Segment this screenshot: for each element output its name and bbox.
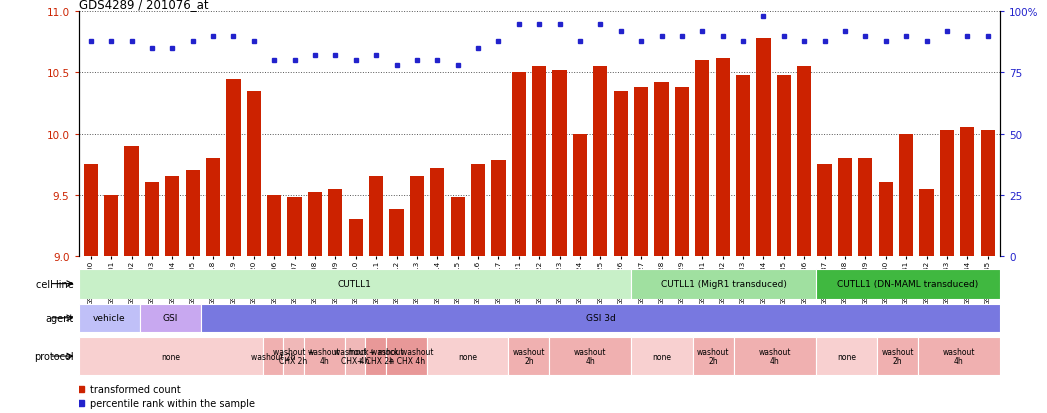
Bar [369, 177, 383, 256]
Bar [816, 337, 877, 375]
Text: washout +
CHX 2h: washout + CHX 2h [273, 347, 314, 366]
Bar [263, 337, 284, 375]
Bar [140, 304, 201, 332]
Text: cell line: cell line [36, 279, 73, 289]
Bar [509, 337, 550, 375]
Bar [491, 161, 506, 256]
Bar [84, 165, 97, 256]
Bar [201, 304, 1000, 332]
Bar [385, 337, 426, 375]
Text: GSI 3d: GSI 3d [585, 313, 616, 323]
Bar [426, 337, 509, 375]
Bar [532, 67, 547, 256]
Bar [267, 195, 282, 256]
Text: mock washout
+ CHX 2h: mock washout + CHX 2h [348, 347, 403, 366]
Bar [389, 210, 404, 256]
Bar [818, 165, 831, 256]
Bar [715, 59, 730, 256]
Bar [450, 197, 465, 256]
Bar [349, 219, 363, 256]
Bar [919, 189, 934, 256]
Text: washout
2h: washout 2h [882, 347, 914, 366]
Text: washout
2h: washout 2h [697, 347, 730, 366]
Text: mock washout
+ CHX 4h: mock washout + CHX 4h [378, 347, 433, 366]
Text: percentile rank within the sample: percentile rank within the sample [90, 398, 255, 408]
Bar [877, 337, 918, 375]
Bar [206, 159, 220, 256]
Bar [960, 128, 975, 256]
Bar [777, 76, 790, 256]
Text: washout
2h: washout 2h [513, 347, 545, 366]
Bar [614, 92, 628, 256]
Bar [344, 337, 365, 375]
Text: protocol: protocol [34, 351, 73, 361]
Text: washout
4h: washout 4h [308, 347, 340, 366]
Bar [940, 131, 954, 256]
Bar [736, 76, 751, 256]
Text: none: none [837, 352, 855, 361]
Bar [144, 183, 159, 256]
Text: CUTLL1 (DN-MAML transduced): CUTLL1 (DN-MAML transduced) [838, 280, 978, 288]
Bar [838, 159, 852, 256]
Bar [693, 337, 734, 375]
Text: CUTLL1 (MigR1 transduced): CUTLL1 (MigR1 transduced) [661, 280, 786, 288]
Text: washout
4h: washout 4h [758, 347, 790, 366]
Bar [125, 147, 138, 256]
Bar [553, 71, 566, 256]
Bar [550, 337, 631, 375]
Bar [365, 337, 385, 375]
Bar [695, 61, 710, 256]
Bar [185, 171, 200, 256]
Bar [79, 304, 140, 332]
Bar [471, 165, 485, 256]
Text: CUTLL1: CUTLL1 [338, 280, 372, 288]
Text: transformed count: transformed count [90, 384, 181, 394]
Text: GSI: GSI [163, 313, 178, 323]
Bar [328, 189, 342, 256]
Bar [79, 269, 631, 299]
Text: none: none [161, 352, 180, 361]
Bar [512, 74, 526, 256]
Text: vehicle: vehicle [93, 313, 126, 323]
Text: GDS4289 / 201076_at: GDS4289 / 201076_at [79, 0, 208, 11]
Bar [104, 195, 118, 256]
Bar [226, 79, 241, 256]
Bar [284, 337, 304, 375]
Bar [674, 88, 689, 256]
Text: washout
4h: washout 4h [574, 347, 606, 366]
Text: agent: agent [45, 313, 73, 323]
Bar [981, 131, 995, 256]
Bar [899, 134, 913, 256]
Text: washout +
CHX 4h: washout + CHX 4h [334, 347, 376, 366]
Text: washout 2h: washout 2h [251, 352, 295, 361]
Bar [654, 83, 669, 256]
Text: none: none [652, 352, 671, 361]
Bar [631, 269, 816, 299]
Bar [594, 67, 607, 256]
Bar [308, 193, 322, 256]
Bar [878, 183, 893, 256]
Bar [797, 67, 811, 256]
Text: none: none [458, 352, 477, 361]
Text: washout
4h: washout 4h [942, 347, 975, 366]
Bar [165, 177, 179, 256]
Bar [918, 337, 1000, 375]
Bar [816, 269, 1000, 299]
Bar [409, 177, 424, 256]
Bar [859, 159, 872, 256]
Bar [79, 337, 263, 375]
Bar [573, 134, 587, 256]
Bar [634, 88, 648, 256]
Bar [247, 92, 261, 256]
Bar [304, 337, 344, 375]
Bar [756, 39, 771, 256]
Bar [631, 337, 693, 375]
Bar [430, 169, 444, 256]
Bar [288, 197, 302, 256]
Bar [734, 337, 816, 375]
